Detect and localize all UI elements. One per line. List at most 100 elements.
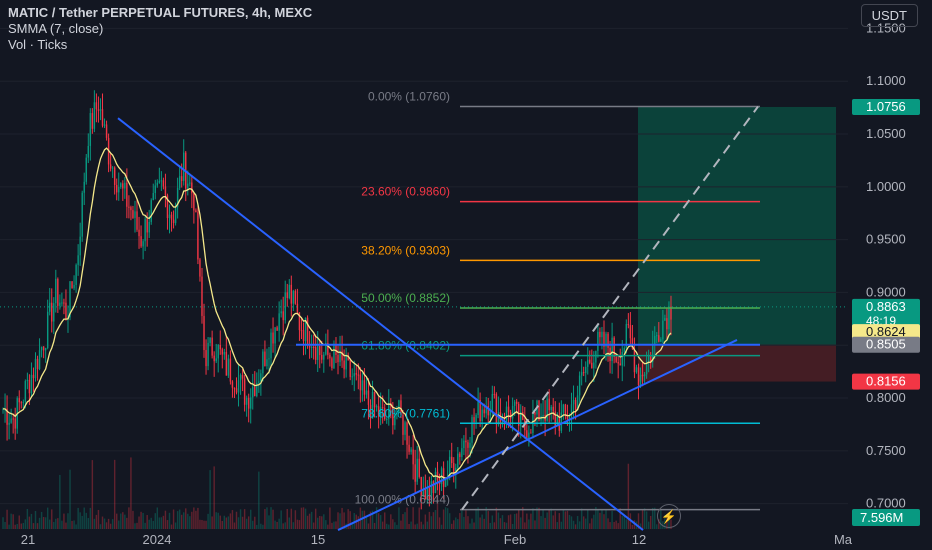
volume-bar [637, 513, 640, 529]
candle-body [205, 350, 207, 367]
candle-body [329, 354, 331, 359]
volume-bar [260, 523, 262, 529]
time-tick-label: Ma [834, 532, 853, 547]
candle-body [57, 278, 59, 306]
volume-bar [605, 509, 607, 529]
volume-bar [103, 518, 106, 529]
candle-body [296, 303, 299, 313]
candle-body [327, 342, 329, 355]
volume-bar [18, 515, 20, 529]
candle-body [631, 338, 634, 349]
fib-level-label: 78.60% (0.7761) [361, 406, 450, 420]
candle-body [284, 292, 286, 321]
candle-body [420, 476, 422, 497]
candle-body [414, 464, 416, 482]
volume-bar [481, 514, 483, 529]
volume-bar [12, 514, 14, 529]
volume-bar [203, 520, 205, 529]
candle-body [349, 359, 351, 377]
volume-bar [335, 521, 337, 529]
volume-bar [414, 524, 416, 529]
volume-bar [453, 520, 455, 529]
volume-bar [30, 513, 33, 529]
volume-bar [489, 522, 491, 529]
volume-bar [75, 524, 77, 529]
candle-body [361, 380, 364, 391]
volume-bar [386, 523, 388, 529]
price-badge-text: 0.8505 [866, 337, 906, 352]
volume-bar [363, 510, 366, 529]
volume-bar [418, 507, 420, 529]
volume-bar [8, 524, 10, 529]
volume-bar [191, 511, 193, 529]
ascending-trendline [337, 339, 738, 531]
volume-bar [601, 509, 603, 529]
volume-bar [658, 519, 660, 529]
volume-bar [312, 522, 315, 529]
symbol-title[interactable]: MATIC / Tether PERPETUAL FUTURES, 4h, ME… [8, 5, 313, 20]
candle-body [619, 363, 621, 366]
volume-bar [118, 520, 120, 529]
volume-bar [122, 512, 124, 529]
candle-body [656, 335, 658, 337]
volume-bar [239, 509, 242, 529]
volume-bar [631, 524, 634, 529]
volume-bar [329, 507, 331, 529]
candle-body [629, 325, 632, 339]
candle-body [473, 417, 475, 423]
candle-body [483, 409, 485, 414]
candle-body [241, 374, 244, 379]
volume-bar [607, 518, 609, 529]
lightning-icon[interactable]: ⚡ [657, 504, 681, 528]
price-badge-text: 0.8624 [866, 324, 906, 339]
candle-body [363, 380, 366, 395]
candle-body [118, 186, 120, 193]
candle-body [174, 207, 177, 224]
candle-body [180, 176, 183, 181]
volume-bar [396, 524, 398, 529]
volume-bar [430, 516, 433, 529]
candle-body [30, 374, 33, 394]
volume-bar [428, 511, 431, 529]
volume-bar [201, 519, 203, 529]
volume-bar [617, 523, 619, 529]
candle-body [116, 184, 118, 193]
volume-bar [451, 523, 453, 529]
volume-bar [469, 523, 471, 529]
volume-bar [485, 507, 487, 529]
candle-body [124, 182, 126, 189]
candle-body [304, 317, 307, 342]
candle-body [55, 278, 57, 304]
candle-body [223, 351, 226, 355]
volume-bar [416, 523, 418, 529]
currency-button[interactable]: USDT [860, 4, 918, 27]
indicator-label-volume[interactable]: Vol · Ticks [8, 37, 68, 52]
volume-bar [436, 468, 439, 529]
candle-body [317, 345, 319, 360]
volume-bar [49, 519, 51, 529]
candle-body [388, 403, 390, 419]
volume-bar [444, 507, 447, 529]
volume-bar [180, 514, 183, 529]
candle-body [404, 422, 406, 435]
candle-body [34, 358, 37, 379]
price-badge-text: 0.8863 [866, 299, 906, 314]
candle-body [487, 406, 489, 416]
volume-bar [536, 507, 538, 529]
volume-bar [503, 522, 506, 529]
volume-bar [369, 511, 372, 529]
candle-body [207, 342, 209, 367]
candle-body [560, 412, 563, 431]
volume-bar [258, 471, 260, 529]
candle-body [164, 186, 167, 196]
candle-body [215, 358, 217, 362]
time-tick-label: 12 [632, 532, 646, 547]
volume-bar [229, 513, 232, 529]
volume-bar [63, 513, 65, 529]
candle-body [392, 406, 394, 426]
indicator-label-smma[interactable]: SMMA (7, close) [8, 21, 104, 36]
candle-body [199, 259, 201, 277]
candle-body [615, 356, 617, 362]
candle-body [168, 214, 171, 219]
